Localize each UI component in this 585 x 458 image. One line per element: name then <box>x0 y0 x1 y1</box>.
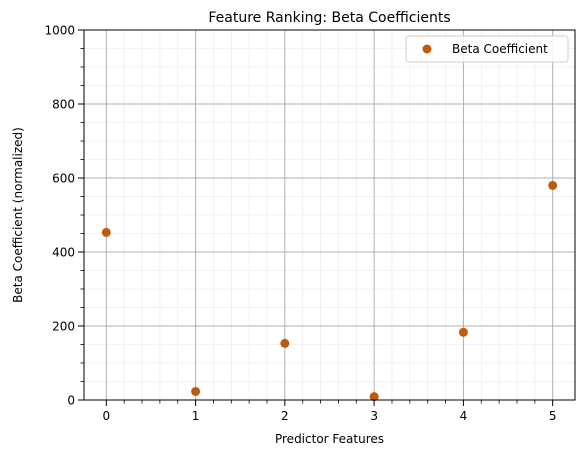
y-tick-label: 200 <box>52 320 75 334</box>
chart-title: Feature Ranking: Beta Coefficients <box>208 10 450 26</box>
x-tick-label: 4 <box>460 409 468 423</box>
x-tick-label: 2 <box>281 409 289 423</box>
y-tick-label: 600 <box>52 172 75 186</box>
legend-label: Beta Coefficient <box>452 42 548 56</box>
data-point <box>369 392 379 402</box>
y-axis-ticks: 0 200 400 600 800 1000 <box>44 24 84 408</box>
x-tick-label: 1 <box>192 409 200 423</box>
y-tick-label: 0 <box>67 394 75 408</box>
legend-marker <box>422 44 432 54</box>
data-point <box>458 327 468 337</box>
y-tick-label: 1000 <box>44 24 75 38</box>
y-axis-label: Beta Coefficient (normalized) <box>11 127 25 303</box>
x-axis-label: Predictor Features <box>275 432 384 446</box>
legend-box <box>405 35 569 63</box>
x-tick-label: 0 <box>102 409 110 423</box>
y-tick-label: 800 <box>52 98 75 112</box>
x-axis-ticks: 0 1 2 3 4 5 <box>102 400 557 423</box>
data-points <box>101 180 558 402</box>
data-point <box>101 227 111 237</box>
data-point <box>280 338 290 348</box>
x-tick-label: 3 <box>370 409 378 423</box>
y-tick-label: 400 <box>52 246 75 260</box>
data-point <box>191 386 201 396</box>
data-point <box>548 180 558 190</box>
legend: Beta Coefficient <box>405 35 569 63</box>
minor-grid <box>84 30 575 400</box>
x-tick-label: 5 <box>549 409 557 423</box>
